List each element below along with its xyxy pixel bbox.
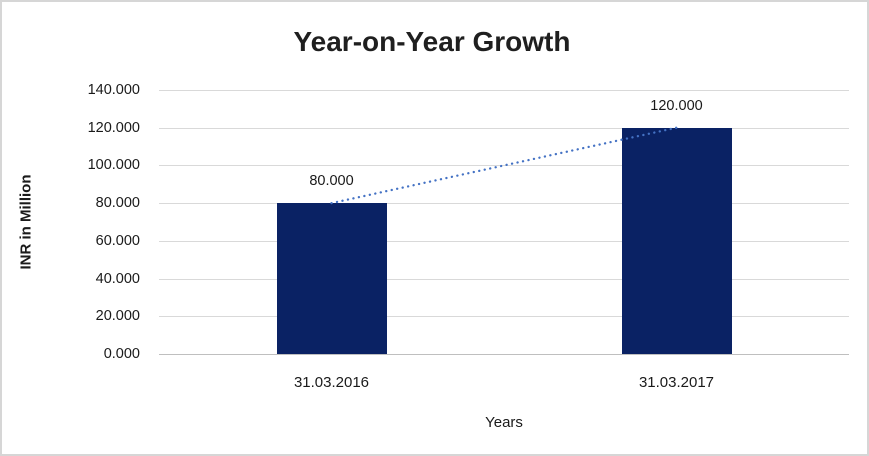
- plot-area: [159, 90, 849, 355]
- bar-31.03.2017: [621, 127, 732, 354]
- y-tick-label: 0.000: [103, 346, 140, 362]
- x-axis-line: [159, 354, 849, 355]
- y-tick-label: 60.000: [95, 232, 140, 249]
- y-tick-label: 80.000: [95, 195, 140, 212]
- gridline: [159, 203, 849, 205]
- gridline: [159, 240, 849, 242]
- x-tick-label: 31.03.2016: [293, 374, 370, 391]
- gridline: [159, 316, 849, 318]
- trendline-path: [330, 126, 678, 205]
- x-axis-title: Years: [485, 414, 523, 431]
- bar-data-label: 80.000: [309, 173, 354, 190]
- y-tick-label: 100.000: [87, 157, 140, 174]
- gridline: [159, 165, 849, 167]
- y-tick-label: 120.000: [87, 119, 140, 136]
- chart-title: Year-on-Year Growth: [293, 26, 571, 57]
- x-tick-label: 31.03.2017: [638, 374, 715, 391]
- gridline: [159, 90, 849, 91]
- y-tick-label: 40.000: [95, 270, 140, 287]
- bar-31.03.2016: [276, 203, 387, 354]
- trendline: [330, 126, 678, 205]
- y-tick-label: 140.000: [87, 82, 140, 98]
- gridline: [159, 278, 849, 280]
- bar-data-label: 120.000: [650, 97, 703, 114]
- gridline: [159, 127, 849, 129]
- y-tick-label: 20.000: [95, 308, 140, 325]
- y-axis-title-text: INR in Million: [17, 174, 35, 270]
